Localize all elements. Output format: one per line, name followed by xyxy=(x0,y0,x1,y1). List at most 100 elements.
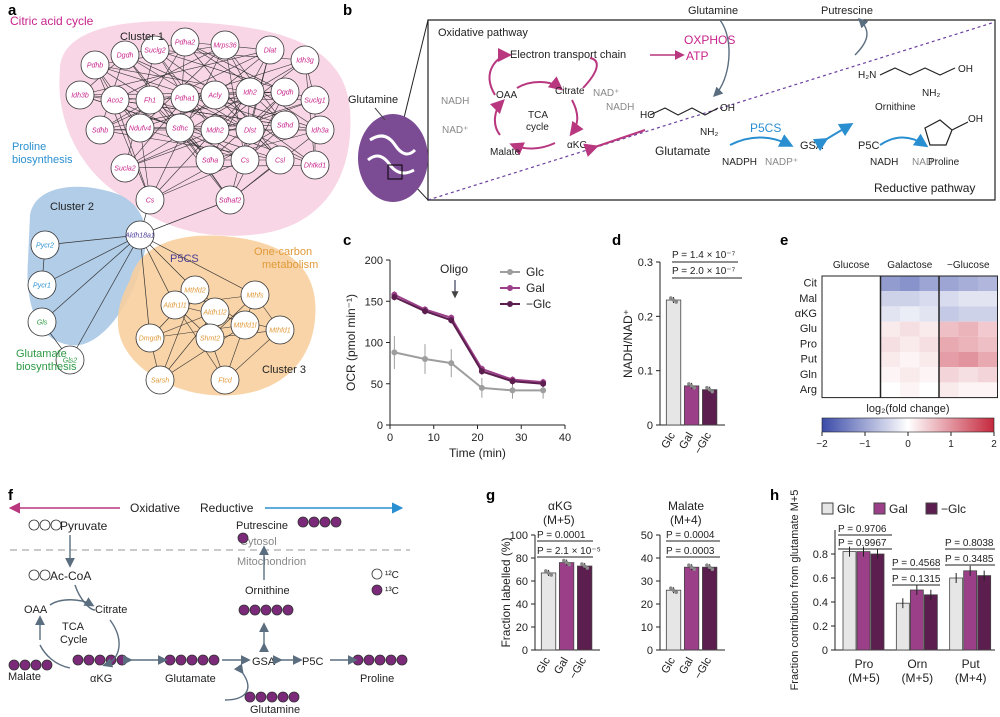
heatmap-cell xyxy=(958,352,978,368)
panel-a: a Pdhb Dgdh Suclg2 Pdha2 Mrps36 Dlat Idh3g Idh3… xyxy=(8,2,351,396)
d-pval-2: P = 2.0 × 10⁻⁷ xyxy=(672,266,736,277)
c-ytick: 200 xyxy=(365,255,383,267)
h-pval: P = 0.8038 xyxy=(945,538,994,549)
h-ylabel: Fraction contribution from glutamate M+5 xyxy=(789,490,801,691)
gene-node-c1: Idh3b xyxy=(65,80,95,110)
atp-label: ATP xyxy=(686,49,708,63)
bar-ylabel: NADH/NAD⁺ xyxy=(621,309,635,378)
g-p2b: P = 0.0003 xyxy=(666,546,715,557)
c13-atom xyxy=(297,516,309,528)
f-c13: ¹³C xyxy=(385,586,399,597)
panel-f: f Oxidative Reductive Cytosol Mitochondr… xyxy=(8,487,410,716)
heatmap-cell xyxy=(861,352,881,368)
gene-node-c1: Dhtkd1 xyxy=(300,150,330,180)
c12-atom xyxy=(28,519,40,531)
etc-label: Electron transport chain xyxy=(510,49,626,61)
heatmap-cell xyxy=(939,382,959,398)
c-legend-entry: Glc xyxy=(526,265,544,279)
colorbar-tick: −1 xyxy=(859,439,871,450)
heatmap-cell xyxy=(978,336,998,352)
gene-node-hub: Aldh18a1 xyxy=(124,220,155,250)
f-c12: ¹²C xyxy=(385,570,399,581)
c-point xyxy=(540,380,547,387)
proline-biosynthesis-label-2: biosynthesis xyxy=(12,154,73,166)
c13-atom xyxy=(244,691,256,703)
svg-text:Ftcd: Ftcd xyxy=(218,378,233,385)
svg-text:Sarsh: Sarsh xyxy=(151,378,169,385)
c13-atom xyxy=(266,691,278,703)
svg-text:Suclg1: Suclg1 xyxy=(304,98,326,105)
h-pval: P = 0.9967 xyxy=(838,538,887,549)
gene-node-c1: Aco2 xyxy=(100,85,130,115)
heatmap-cell xyxy=(861,336,881,352)
heatmap-row-label: Pro xyxy=(800,338,817,350)
bar-ylabel: Fraction labelled (%) xyxy=(499,537,513,647)
svg-text:Dlat: Dlat xyxy=(264,48,278,55)
b-oaa: OAA xyxy=(496,90,517,101)
heatmap-cell xyxy=(958,276,978,292)
h-legend-entry: Glc xyxy=(837,502,855,516)
bar xyxy=(683,566,700,651)
f-glutamate: Glutamate xyxy=(165,673,216,685)
bar-category: −Glc xyxy=(692,430,714,456)
heatmap-cell xyxy=(880,382,900,398)
panel-b-label: b xyxy=(343,2,352,19)
gene-node-c3: Dmgdh xyxy=(135,323,165,353)
bar-ytick: 0.1 xyxy=(638,366,653,378)
c-legend-entry: Gal xyxy=(526,281,545,295)
heatmap-cell xyxy=(919,321,939,337)
heatmap-cell xyxy=(958,336,978,352)
h-ytick: 0.6 xyxy=(813,573,828,585)
heatmap-cell xyxy=(958,367,978,383)
heatmap-cell xyxy=(939,336,959,352)
heatmap-cell xyxy=(841,306,861,322)
svg-text:HO: HO xyxy=(640,110,655,121)
c-point xyxy=(422,356,428,362)
svg-text:Sdhd: Sdhd xyxy=(277,123,294,130)
b-nadph: NADPH xyxy=(722,157,757,168)
panel-g-label: g xyxy=(486,487,495,504)
b-nad-3: NAD⁺ xyxy=(912,157,938,168)
bar-category: Glc xyxy=(659,430,678,451)
b-nadh-1: NADH xyxy=(441,96,469,107)
reductive-pathway-label: Reductive pathway xyxy=(874,181,975,195)
svg-text:Mthfd2: Mthfd2 xyxy=(184,288,206,295)
bar-category: Glc xyxy=(534,655,553,676)
c13-atom xyxy=(208,654,220,666)
svg-text:Cs: Cs xyxy=(241,158,250,165)
c13-atom xyxy=(41,659,53,671)
p5cs-label-a: P5CS xyxy=(170,253,199,265)
gene-node-c1: Idh3g xyxy=(290,45,320,75)
svg-text:Mthfd1: Mthfd1 xyxy=(269,328,291,335)
c13-atom xyxy=(271,604,283,616)
oxidative-pathway-label: Oxidative pathway xyxy=(438,27,528,39)
b-nadh-3: NADH xyxy=(870,157,898,168)
g-p2a: P = 0.0004 xyxy=(666,530,715,541)
gene-node-c1: Idh2 xyxy=(235,77,265,107)
h-category-sub: (M+5) xyxy=(848,671,880,685)
c-xtick: 0 xyxy=(387,432,393,444)
bar-ytick: 30 xyxy=(641,576,653,588)
heatmap-cell xyxy=(861,367,881,383)
c13-atom xyxy=(30,659,42,671)
heatmap-cell xyxy=(978,321,998,337)
svg-text:Dlst: Dlst xyxy=(244,128,257,135)
c13-atom xyxy=(19,659,31,671)
oligo-label: Oligo xyxy=(440,262,468,276)
heatmap-cell xyxy=(978,291,998,307)
h-bar xyxy=(977,575,992,651)
f-p5c: P5C xyxy=(302,656,323,668)
h-bar xyxy=(963,570,978,651)
bar-ytick: 40 xyxy=(516,599,528,611)
svg-text:Dhtkd1: Dhtkd1 xyxy=(304,163,326,170)
h-category-sub: (M+5) xyxy=(901,671,933,685)
c13-atom xyxy=(319,516,331,528)
svg-text:Sdhc: Sdhc xyxy=(172,126,188,133)
h-category: Pro xyxy=(855,657,874,671)
svg-text:Dgdh: Dgdh xyxy=(117,53,134,60)
c12-atom xyxy=(371,568,383,580)
citric-acid-label: Citric acid cycle xyxy=(10,14,94,28)
bar-ytick: 0.3 xyxy=(638,257,653,269)
heatmap-row-label: Gln xyxy=(800,369,817,381)
heatmap-cell xyxy=(861,276,881,292)
